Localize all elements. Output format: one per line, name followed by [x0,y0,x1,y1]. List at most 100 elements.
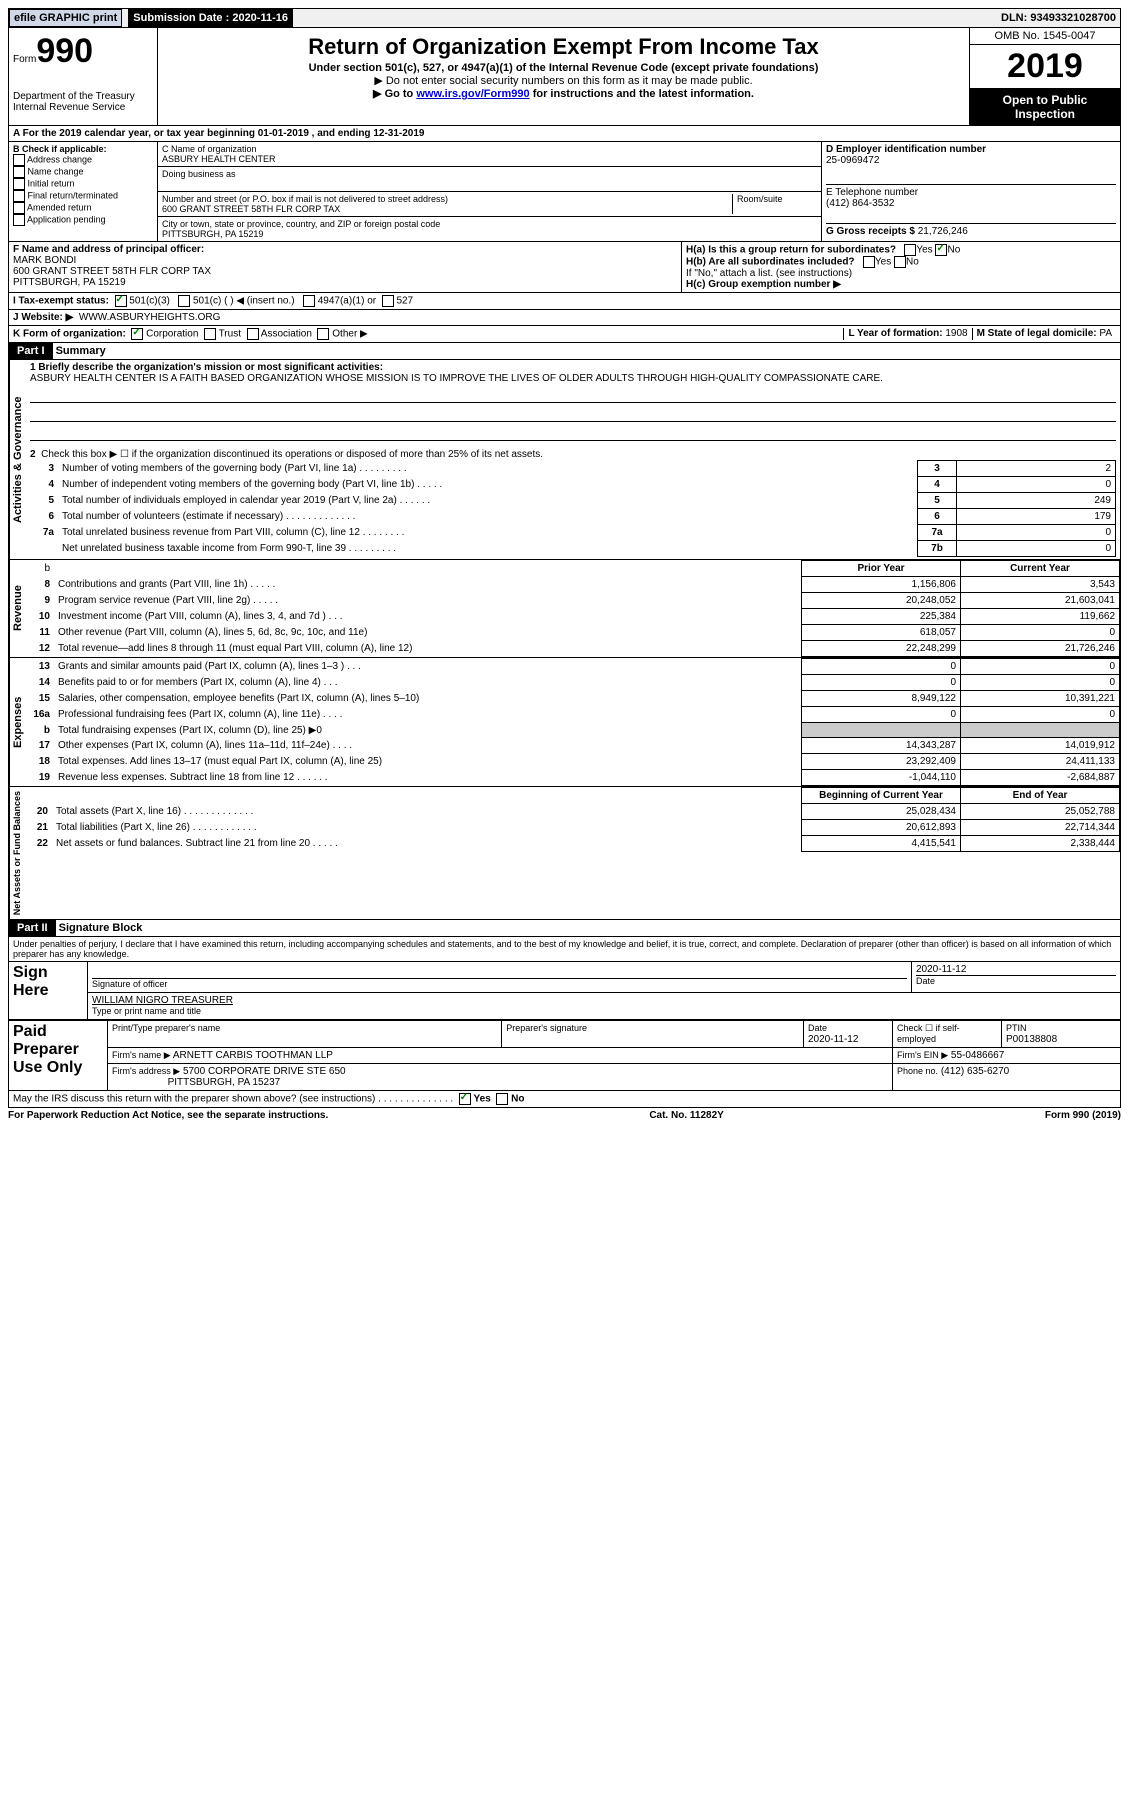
form-label: Form [13,54,36,65]
firm-addr: 5700 CORPORATE DRIVE STE 650 [183,1066,346,1077]
table-row: 10Investment income (Part VIII, column (… [26,609,1120,625]
page-footer: For Paperwork Reduction Act Notice, see … [8,1108,1121,1121]
form-header: Form990 Department of the Treasury Inter… [8,28,1121,126]
phone: (412) 864-3532 [826,198,894,209]
officer-city: PITTSBURGH, PA 15219 [13,277,126,288]
row-j: J Website: ▶ WWW.ASBURYHEIGHTS.ORG [8,310,1121,326]
row-a-tax-year: A For the 2019 calendar year, or tax yea… [8,126,1121,142]
checkbox-initial[interactable] [13,178,25,190]
domicile: PA [1099,328,1112,339]
table-row: 9Program service revenue (Part VIII, lin… [26,593,1120,609]
line1-label: 1 Briefly describe the organization's mi… [30,362,383,373]
mission-text: ASBURY HEALTH CENTER IS A FAITH BASED OR… [30,373,883,384]
table-row: 3Number of voting members of the governi… [30,461,1116,477]
b-label: B Check if applicable: [13,144,107,154]
checkbox-corp[interactable] [131,328,143,340]
checkbox-hb-yes[interactable] [863,256,875,268]
org-name: ASBURY HEALTH CENTER [162,154,276,164]
note-goto: ▶ Go to www.irs.gov/Form990 for instruct… [162,87,965,100]
city-label: City or town, state or province, country… [162,219,440,229]
street-label: Number and street (or P.O. box if mail i… [162,194,448,204]
revenue-label: Revenue [9,560,26,657]
footer-mid: Cat. No. 11282Y [649,1110,723,1121]
footer-left: For Paperwork Reduction Act Notice, see … [8,1110,328,1121]
dln: DLN: 93493321028700 [997,10,1120,26]
checkbox-assoc[interactable] [247,328,259,340]
revenue-section: Revenue bPrior YearCurrent Year 8Contrib… [8,560,1121,658]
c-label: C Name of organization [162,144,257,154]
preparer-table: Paid Preparer Use Only Print/Type prepar… [8,1020,1121,1091]
street: 600 GRANT STREET 58TH FLR CORP TAX [162,204,340,214]
table-row: 5Total number of individuals employed in… [30,493,1116,509]
form-subtitle: Under section 501(c), 527, or 4947(a)(1)… [162,62,965,74]
sign-here-table: Sign Here Signature of officer 2020-11-1… [8,962,1121,1020]
section-b: B Check if applicable: Address change Na… [9,142,158,241]
website: WWW.ASBURYHEIGHTS.ORG [79,312,221,323]
table-row: 14Benefits paid to or for members (Part … [26,675,1120,691]
activities-label: Activities & Governance [9,360,26,559]
checkbox-hb-no[interactable] [894,256,906,268]
table-row: 20Total assets (Part X, line 16) . . . .… [24,804,1120,820]
e-label: E Telephone number [826,187,918,198]
room-label: Room/suite [737,194,783,204]
table-row: 6Total number of volunteers (estimate if… [30,509,1116,525]
table-row: 11Other revenue (Part VIII, column (A), … [26,625,1120,641]
checkbox-discuss-yes[interactable] [459,1093,471,1105]
checkbox-other[interactable] [317,328,329,340]
checkbox-501c3[interactable] [115,295,127,307]
checkbox-address[interactable] [13,154,25,166]
sign-here-label: Sign Here [9,962,88,1020]
table-row: 17Other expenses (Part IX, column (A), l… [26,738,1120,754]
expenses-label: Expenses [9,658,26,786]
checkbox-ha-no[interactable] [935,244,947,256]
checkbox-527[interactable] [382,295,394,307]
firm-phone: (412) 635-6270 [941,1066,1009,1077]
checkbox-amended[interactable] [13,202,25,214]
checkbox-501c[interactable] [178,295,190,307]
checkbox-discuss-no[interactable] [496,1093,508,1105]
section-h: H(a) Is this a group return for subordin… [681,242,1120,292]
right-header-cell: OMB No. 1545-0047 2019 Open to Public In… [969,28,1120,125]
part2-header: Part II Signature Block [8,920,1121,937]
checkbox-final[interactable] [13,190,25,202]
table-row: 8Contributions and grants (Part VIII, li… [26,577,1120,593]
public-inspection: Open to Public Inspection [970,89,1120,125]
ein: 25-0969472 [826,155,879,166]
submission-date: 2020-11-16 [232,12,288,24]
section-bcd: B Check if applicable: Address change Na… [8,142,1121,242]
top-bar: efile GRAPHIC print Submission Date : 20… [8,8,1121,28]
checkbox-name[interactable] [13,166,25,178]
irs-label: Internal Revenue Service [13,102,153,113]
table-row: 19Revenue less expenses. Subtract line 1… [26,770,1120,786]
checkbox-ha-yes[interactable] [904,244,916,256]
checkbox-4947[interactable] [303,295,315,307]
table-row: 13Grants and similar amounts paid (Part … [26,659,1120,675]
checkbox-trust[interactable] [204,328,216,340]
table-row: 18Total expenses. Add lines 13–17 (must … [26,754,1120,770]
table-row: 12Total revenue—add lines 8 through 11 (… [26,641,1120,657]
officer-addr: 600 GRANT STREET 58TH FLR CORP TAX [13,266,211,277]
efile-print-button[interactable]: efile GRAPHIC print [9,9,122,27]
note-ssn: ▶ Do not enter social security numbers o… [162,74,965,87]
form990-link[interactable]: www.irs.gov/Form990 [416,88,529,100]
firm-ein: 55-0486667 [951,1050,1004,1061]
table-row: 22Net assets or fund balances. Subtract … [24,836,1120,852]
section-d: D Employer identification number 25-0969… [821,142,1120,241]
table-row: Net unrelated business taxable income fr… [30,541,1116,557]
f-label: F Name and address of principal officer: [13,244,204,255]
firm-city: PITTSBURGH, PA 15237 [168,1077,281,1088]
ptin: P00138808 [1006,1034,1057,1045]
form-number: 990 [36,32,93,70]
expenses-table: 13Grants and similar amounts paid (Part … [26,658,1120,786]
form-title: Return of Organization Exempt From Incom… [162,34,965,60]
submission-date-box: Submission Date : 2020-11-16 [128,9,293,27]
table-row: 7aTotal unrelated business revenue from … [30,525,1116,541]
footer-right: Form 990 (2019) [1045,1110,1121,1121]
netassets-table: Beginning of Current YearEnd of Year 20T… [24,787,1120,852]
dba-label: Doing business as [162,169,236,179]
submission-label: Submission Date : [133,12,229,24]
checkbox-pending[interactable] [13,214,25,226]
table-row: 16aProfessional fundraising fees (Part I… [26,707,1120,723]
tax-year: 2019 [970,45,1120,89]
activities-governance-section: Activities & Governance 1 Briefly descri… [8,360,1121,560]
